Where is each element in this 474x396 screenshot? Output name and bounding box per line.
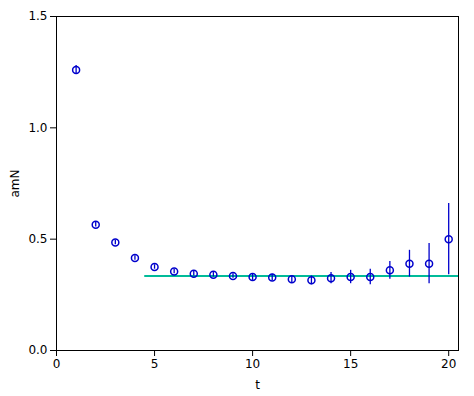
svg-text:20: 20 xyxy=(441,357,456,371)
svg-text:15: 15 xyxy=(343,357,358,371)
svg-text:amN: amN xyxy=(8,169,22,197)
svg-text:1.0: 1.0 xyxy=(28,121,47,135)
svg-text:0.5: 0.5 xyxy=(28,232,47,246)
svg-text:0: 0 xyxy=(53,357,61,371)
svg-text:0.0: 0.0 xyxy=(28,343,47,357)
svg-text:5: 5 xyxy=(151,357,159,371)
svg-text:1.5: 1.5 xyxy=(28,9,47,23)
svg-text:t: t xyxy=(255,378,260,392)
svg-text:10: 10 xyxy=(245,357,260,371)
